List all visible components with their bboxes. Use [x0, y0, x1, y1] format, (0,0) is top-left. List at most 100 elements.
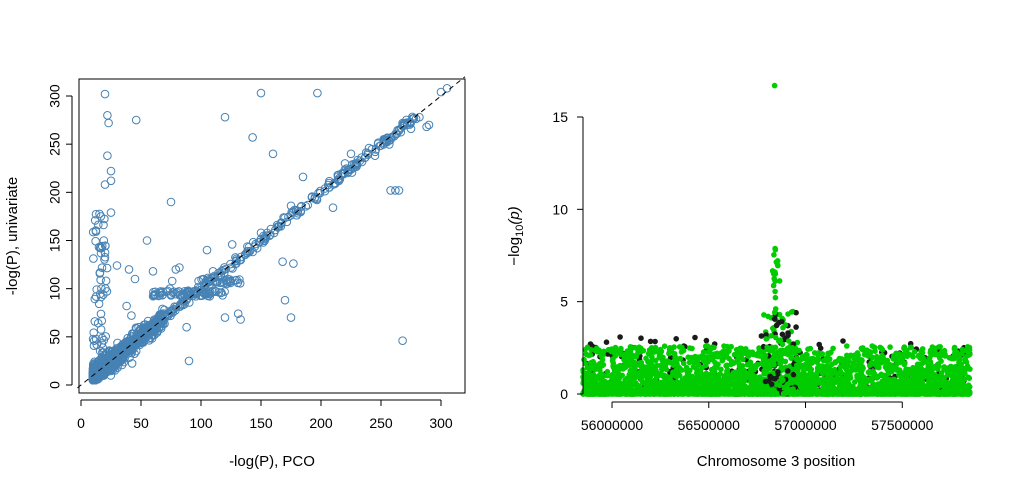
snp-point — [888, 362, 895, 369]
data-point — [220, 313, 230, 322]
data-point — [178, 292, 188, 301]
snp-point — [594, 363, 600, 369]
data-point — [323, 180, 333, 190]
snp-point — [851, 386, 857, 393]
snp-point — [703, 362, 709, 369]
snp-point — [685, 354, 691, 361]
snp-point — [600, 352, 606, 359]
snp-point — [926, 391, 932, 397]
data-point — [424, 120, 434, 130]
snp-point — [734, 349, 741, 356]
data-point — [99, 220, 108, 230]
x-tick-label: 300 — [429, 415, 453, 431]
snp-point — [822, 391, 829, 397]
snp-point — [927, 365, 933, 372]
snp-point — [937, 344, 943, 350]
snp-point — [724, 383, 731, 390]
data-point — [122, 301, 131, 311]
snp-point — [675, 391, 682, 397]
snp-point — [709, 367, 715, 373]
data-point — [88, 227, 98, 237]
data-point — [406, 124, 416, 134]
snp-point — [700, 385, 707, 391]
snp-point — [874, 364, 880, 370]
snp-point — [673, 336, 679, 342]
data-point — [144, 325, 153, 335]
snp-point — [587, 389, 593, 395]
snp-point — [948, 380, 955, 387]
data-point — [347, 168, 357, 177]
snp-point — [899, 370, 905, 376]
left-y-axis-title: -log(P), univariate — [4, 177, 21, 295]
snp-point — [853, 367, 859, 373]
data-point — [92, 285, 101, 294]
snp-point — [727, 374, 733, 381]
snp-point — [884, 366, 890, 373]
snp-point — [870, 386, 876, 392]
snp-point — [803, 391, 809, 397]
snp-point — [678, 349, 685, 355]
data-point — [166, 311, 175, 321]
snp-point — [749, 391, 755, 397]
data-point — [100, 252, 110, 262]
snp-point — [799, 364, 806, 371]
snp-point — [716, 381, 723, 388]
snp-point — [690, 364, 697, 370]
snp-point — [857, 376, 864, 383]
snp-point — [819, 351, 825, 357]
data-point — [442, 84, 452, 93]
data-point — [141, 327, 151, 337]
snp-point — [718, 350, 725, 356]
data-point — [98, 348, 107, 357]
snp-point — [902, 351, 908, 358]
data-point — [106, 176, 116, 186]
snp-point — [907, 390, 913, 397]
snp-point — [590, 358, 596, 365]
snp-point — [593, 374, 600, 381]
snp-point — [670, 391, 677, 397]
snp-point — [815, 356, 822, 363]
data-point — [131, 115, 141, 125]
snp-point — [940, 382, 946, 389]
snp-point — [582, 347, 588, 353]
snp-point — [610, 380, 616, 387]
snp-point — [749, 371, 755, 378]
snp-point — [678, 379, 684, 386]
snp-point — [692, 334, 698, 341]
snp-point — [661, 343, 668, 350]
left-x-axis: 0 50 100 150 200 250 300 — [77, 399, 453, 431]
data-point — [235, 255, 244, 265]
snp-point — [871, 381, 877, 388]
x-tick-label: 50 — [133, 415, 149, 431]
snp-point — [599, 361, 605, 367]
data-point — [315, 186, 325, 196]
snp-point — [610, 373, 617, 380]
data-point — [132, 335, 141, 345]
data-point — [127, 359, 137, 368]
data-point — [248, 237, 258, 247]
snp-point — [927, 359, 934, 365]
snp-point — [693, 390, 699, 397]
snp-point — [711, 373, 717, 379]
x-tick-label: 250 — [369, 415, 393, 431]
snp-point — [914, 361, 921, 368]
snp-point — [712, 359, 718, 366]
data-point — [227, 240, 237, 249]
snp-point — [810, 377, 816, 384]
snp-point — [707, 378, 713, 385]
data-point — [376, 141, 386, 150]
data-point — [99, 370, 108, 380]
snp-point — [665, 381, 672, 388]
snp-point — [840, 360, 847, 367]
data-point — [360, 153, 370, 163]
snp-point — [803, 376, 809, 383]
snp-point — [959, 378, 966, 385]
snp-point — [945, 365, 951, 372]
snp-point — [582, 360, 589, 367]
data-point — [102, 358, 111, 367]
snp-point — [840, 382, 846, 389]
data-point — [151, 287, 160, 297]
data-point — [91, 209, 101, 219]
data-point — [102, 263, 112, 273]
snp-point — [617, 351, 624, 358]
